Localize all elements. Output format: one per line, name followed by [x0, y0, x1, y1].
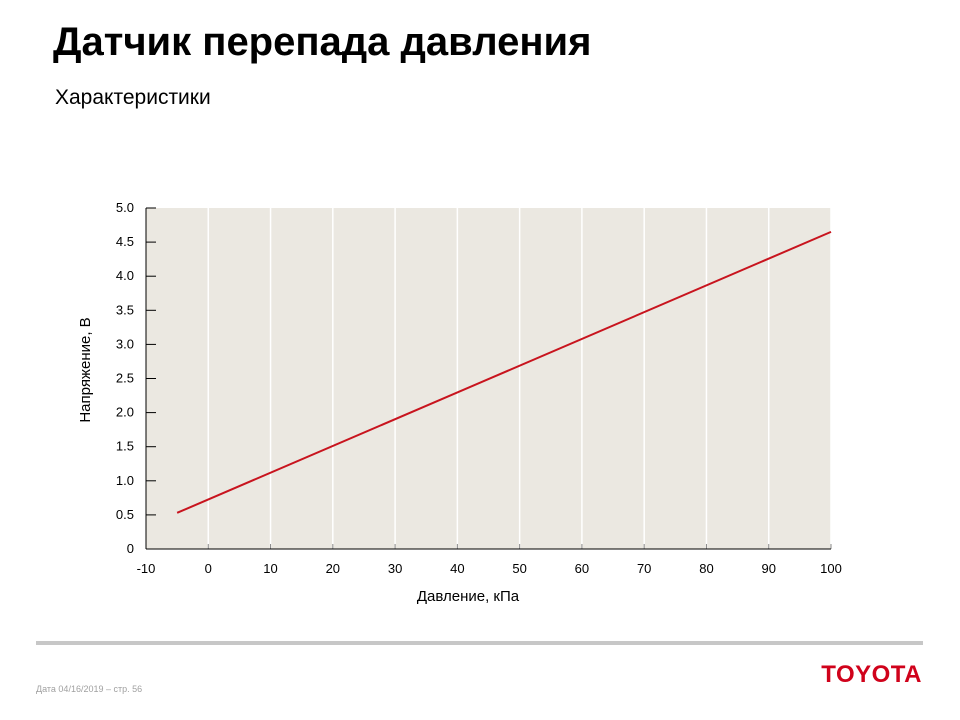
y-tick-label: 1.0	[116, 473, 134, 488]
x-tick-label: 70	[637, 561, 651, 576]
x-tick-label: 80	[699, 561, 713, 576]
series-lines	[176, 230, 832, 514]
page-title: Датчик перепада давления	[53, 20, 592, 64]
y-tick-label: 0	[127, 541, 134, 556]
y-tick-label: 2.0	[116, 405, 134, 420]
toyota-logo: TOYOTA	[821, 661, 922, 688]
x-tick-label: 30	[388, 561, 402, 576]
x-tick-label: 40	[450, 561, 464, 576]
x-tick-label: -10	[137, 561, 156, 576]
y-tick-label: 0.5	[116, 507, 134, 522]
footer-date-page: Дата 04/16/2019 – стр. 56	[36, 684, 143, 694]
x-tick-label: 60	[575, 561, 589, 576]
y-tick-label: 1.5	[116, 439, 134, 454]
series-line	[176, 230, 832, 514]
x-tick-label: 50	[512, 561, 526, 576]
page-subtitle: Характеристики	[55, 86, 211, 109]
y-tick-label: 4.0	[116, 268, 134, 283]
x-axis-title: Давление, кПа	[417, 588, 520, 605]
y-tick-label: 3.0	[116, 336, 134, 351]
y-tick-label: 3.5	[116, 302, 134, 317]
x-tick-label: 100	[820, 561, 842, 576]
y-tick-label: 4.5	[116, 234, 134, 249]
x-tick-label: 0	[205, 561, 212, 576]
x-tick-labels: -10 0 10 20 30 40 50 60 70 80 90 100	[137, 561, 842, 576]
y-tick-labels: 0 0.5 1.0 1.5 2.0 2.5 3.0 3.5 4.0 4.5 5.0	[116, 200, 134, 556]
axes	[145, 207, 832, 550]
y-axis-title: Напряжение, В	[77, 317, 94, 422]
x-tick-label: 10	[263, 561, 277, 576]
x-tick-label: 90	[761, 561, 775, 576]
x-tick-label: 20	[326, 561, 340, 576]
pressure-voltage-chart: -10 0 10 20 30 40 50 60 70 80 90 100 00.51.01.52.02…	[77, 200, 842, 605]
footer-divider	[36, 641, 923, 645]
grid-lines	[207, 208, 832, 549]
y-tick-label: 2.5	[116, 371, 134, 386]
y-tick-label: 5.0	[116, 200, 134, 215]
